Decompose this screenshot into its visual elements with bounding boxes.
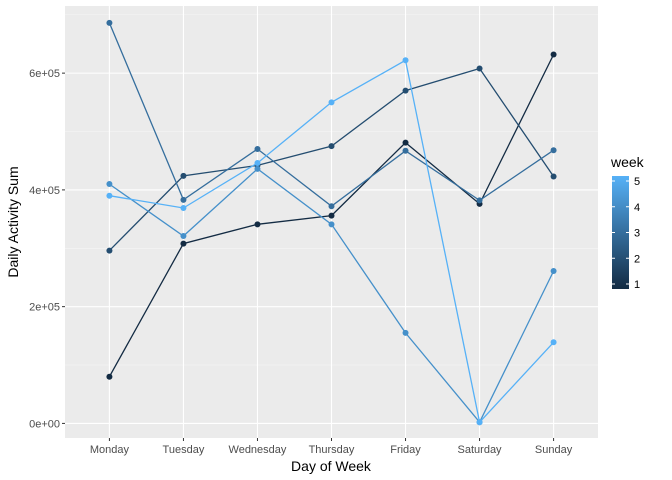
data-point: [106, 19, 113, 26]
data-point: [106, 181, 113, 188]
legend-label: 1: [634, 279, 640, 291]
data-point: [180, 172, 187, 179]
y-axis-title: Daily Activity Sum: [5, 166, 21, 277]
data-point: [550, 173, 557, 180]
data-point: [180, 196, 187, 203]
y-tick-label: 0e+00: [29, 418, 60, 430]
series-week-3: [106, 19, 557, 210]
data-point: [550, 147, 557, 154]
legend-label: 2: [634, 253, 640, 265]
data-point: [328, 212, 335, 219]
data-point: [106, 373, 113, 380]
series-layer: [106, 19, 557, 426]
data-point: [106, 192, 113, 199]
data-point: [476, 197, 483, 204]
y-tick-label: 6e+05: [29, 68, 60, 80]
data-point: [254, 221, 261, 228]
series-week-1: [106, 51, 557, 380]
legend: week 1 2 3 4 5: [610, 154, 645, 291]
x-axis-title: Day of Week: [291, 458, 372, 474]
data-point: [328, 99, 335, 106]
x-axis: Monday Tuesday Wednesday Thursday Friday Satu…: [90, 438, 573, 456]
data-point: [402, 139, 409, 146]
data-point: [402, 87, 409, 94]
legend-label: 3: [634, 228, 640, 240]
series-week-5: [106, 57, 557, 426]
data-point: [254, 146, 261, 153]
data-point: [550, 268, 557, 275]
data-point: [476, 65, 483, 72]
data-point: [180, 233, 187, 240]
data-point: [328, 143, 335, 150]
data-point: [180, 240, 187, 247]
x-tick-label: Monday: [90, 444, 130, 456]
data-point: [402, 329, 409, 336]
legend-colorbar: [612, 176, 629, 289]
x-tick-label: Friday: [390, 444, 421, 456]
x-tick-label: Wednesday: [229, 444, 287, 456]
data-point: [476, 419, 483, 426]
y-tick-label: 2e+05: [29, 302, 60, 314]
data-point: [402, 57, 409, 64]
data-point: [180, 204, 187, 211]
data-point: [254, 165, 261, 172]
x-tick-label: Sunday: [535, 444, 573, 456]
data-point: [402, 147, 409, 154]
data-point: [550, 51, 557, 58]
data-point: [106, 247, 113, 254]
x-tick-label: Thursday: [309, 444, 355, 456]
data-point: [550, 339, 557, 346]
legend-label: 4: [634, 202, 640, 214]
data-point: [328, 221, 335, 228]
legend-title: week: [610, 154, 645, 170]
y-axis: 0e+00 2e+05 4e+05 6e+05: [29, 68, 65, 430]
data-point: [328, 203, 335, 210]
legend-label: 5: [634, 176, 640, 188]
data-point: [254, 160, 261, 167]
x-tick-label: Saturday: [458, 444, 503, 456]
x-tick-label: Tuesday: [163, 444, 205, 456]
y-tick-label: 4e+05: [29, 185, 60, 197]
